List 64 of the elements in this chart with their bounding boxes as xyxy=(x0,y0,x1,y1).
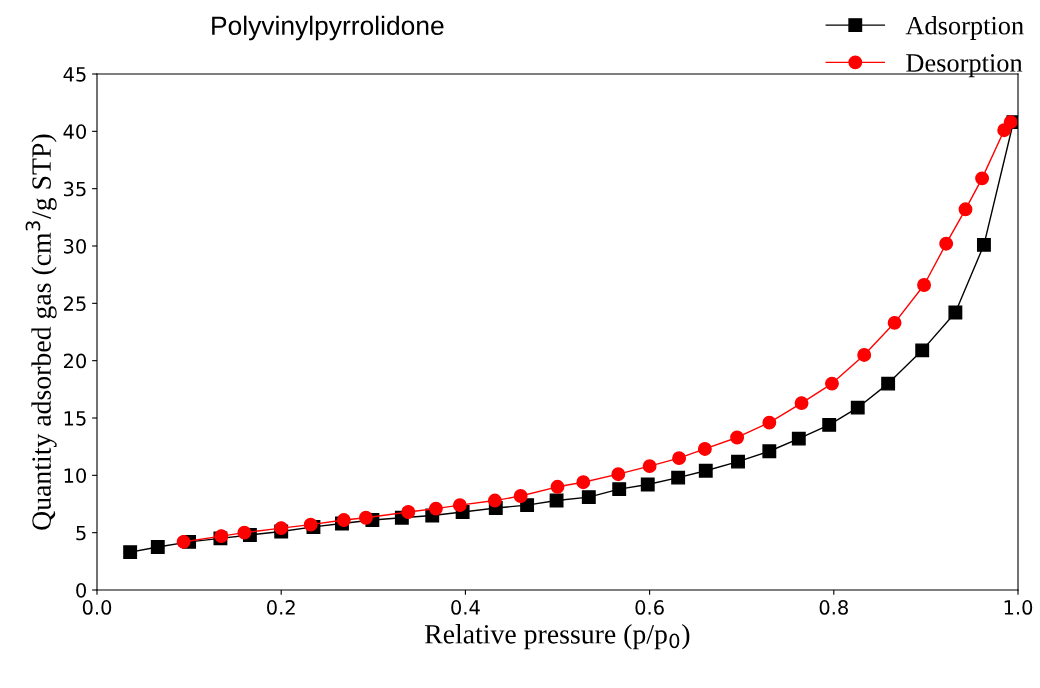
point xyxy=(887,315,902,330)
point xyxy=(671,470,686,485)
point xyxy=(997,123,1012,138)
point xyxy=(881,376,896,391)
x-tick-label: 0.8 xyxy=(819,600,848,615)
point xyxy=(825,376,839,391)
point xyxy=(640,477,655,492)
point xyxy=(487,493,502,508)
y-tick-label: 20 xyxy=(63,353,86,369)
point xyxy=(176,534,191,549)
y-tick-label: 40 xyxy=(63,124,86,139)
point xyxy=(452,498,467,513)
point xyxy=(358,510,373,525)
point xyxy=(150,540,165,554)
point xyxy=(791,431,806,446)
point xyxy=(237,525,252,540)
point xyxy=(730,430,745,445)
point xyxy=(939,236,954,251)
y-tick-label: 30 xyxy=(64,238,86,254)
chart-title: Polyvinylpyrrolidone xyxy=(212,15,444,41)
y-tick-label: 45 xyxy=(63,67,86,82)
x-axis-title: Relative pressure (p/p$_{0}$) xyxy=(424,624,690,650)
point xyxy=(581,490,596,505)
point xyxy=(697,442,712,456)
y-axis-title: Quantity adsorbed gas (cm$^{3}$/g STP) xyxy=(25,134,57,530)
point xyxy=(576,475,591,490)
point xyxy=(123,545,138,560)
x-tick-label: 0.2 xyxy=(267,600,295,615)
y-tick-label: 0 xyxy=(76,582,86,598)
point xyxy=(611,467,626,482)
legend-label: Adsorption xyxy=(905,15,1024,40)
point xyxy=(976,237,991,252)
point xyxy=(550,479,565,494)
point xyxy=(672,451,687,466)
point xyxy=(975,171,990,186)
y-tick-label: 15 xyxy=(64,411,86,426)
point xyxy=(731,454,745,469)
x-tick-label: 0.6 xyxy=(635,600,664,615)
y-tick-label: 5 xyxy=(76,525,86,541)
point xyxy=(401,505,416,519)
point xyxy=(850,400,865,415)
y-tick-label: 10 xyxy=(64,468,86,483)
point xyxy=(428,501,443,516)
y-tick-label: 35 xyxy=(64,181,86,197)
point xyxy=(958,202,973,217)
point xyxy=(762,415,777,430)
x-tick-label: 1.0 xyxy=(1004,600,1033,615)
point xyxy=(513,489,528,503)
point xyxy=(336,513,351,527)
point xyxy=(549,493,564,508)
point xyxy=(642,459,657,474)
x-tick-label: 0.4 xyxy=(451,600,480,615)
point xyxy=(915,343,930,358)
point xyxy=(794,396,809,411)
legend-label: Desorption xyxy=(906,54,1023,78)
y-tick-label: 25 xyxy=(63,296,86,311)
point xyxy=(917,278,932,292)
point xyxy=(822,417,837,432)
x-tick-label: 0.0 xyxy=(82,600,112,615)
point xyxy=(762,444,777,459)
point xyxy=(857,347,872,362)
point xyxy=(948,305,963,320)
point xyxy=(698,463,713,478)
point xyxy=(612,482,627,497)
